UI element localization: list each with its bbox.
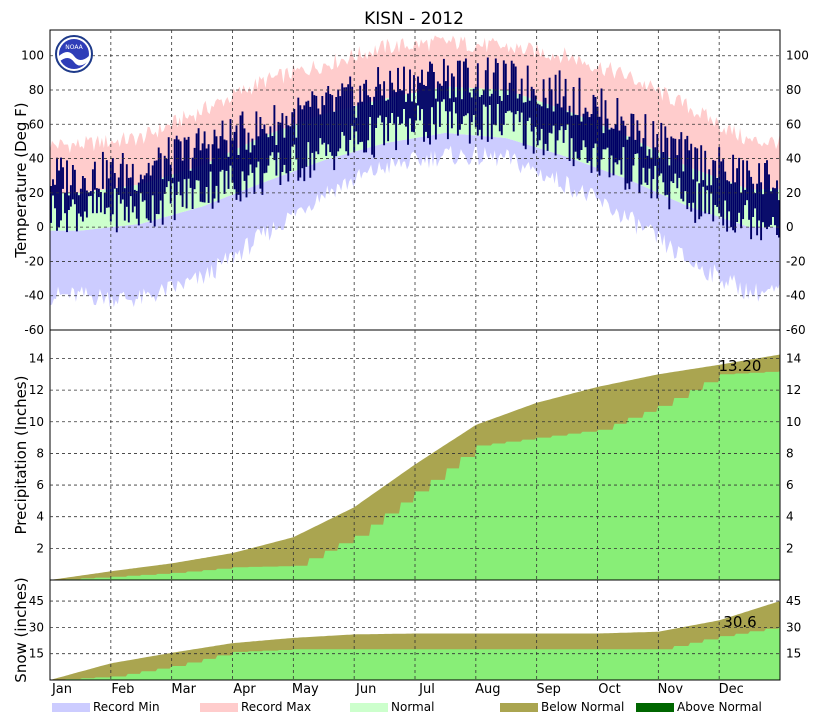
precipitation-tick-label-left: 2 (36, 541, 44, 555)
temperature-tick-label-left: 60 (29, 117, 44, 131)
precipitation-tick-label-left: 14 (29, 351, 44, 365)
temperature-tick-label-right: 80 (786, 83, 801, 97)
month-label: Nov (658, 682, 684, 697)
legend-label: Above Normal (677, 700, 762, 714)
snow-panel: 45 45 30 30 15 15 30.6 (29, 579, 801, 681)
temperature-tick-label-left: 20 (29, 186, 44, 200)
precipitation-ylabel: Precipitation (Inches) (12, 376, 30, 535)
precipitation-tick-label-right: 2 (786, 541, 794, 555)
snow-total-label: 30.6 (723, 613, 756, 631)
temperature-tick-label-left: 80 (29, 83, 44, 97)
precipitation-observed-area (50, 371, 780, 580)
legend-swatch (200, 703, 238, 712)
temperature-tick-label-right: 60 (786, 117, 801, 131)
legend-swatch (52, 703, 90, 712)
month-label: May (292, 682, 319, 697)
temperature-tick-label-right: -60 (786, 323, 806, 337)
temperature-tick-label-left: 40 (29, 152, 44, 166)
temperature-tick-label-right: 40 (786, 152, 801, 166)
month-label: Sep (536, 682, 561, 697)
snow-tick-label-left: 15 (29, 647, 44, 661)
noaa-logo-text: NOAA (65, 44, 83, 51)
month-label: Feb (111, 682, 134, 697)
snow-tick-label-left: 30 (29, 620, 44, 634)
legend-label: Record Max (241, 700, 311, 714)
legend-label: Below Normal (541, 700, 624, 714)
legend-label: Record Min (93, 700, 160, 714)
month-label: Oct (598, 682, 620, 697)
month-label: Dec (719, 682, 744, 697)
temperature-ylabel: Temperature (Deg F) (12, 102, 30, 258)
month-label: Jun (355, 682, 376, 697)
temperature-tick-label-right: 100 (786, 49, 809, 63)
month-axis: Jan Feb Mar Apr May Jun Jul Aug Sep Oct Nov Dec (51, 682, 744, 697)
temperature-panel: 100 100 80 80 60 60 40 40 20 20 0 0 -20 -20 -40 -40 -60 -… (21, 29, 809, 337)
month-label: Jul (418, 682, 435, 697)
precipitation-total-label: 13.20 (719, 357, 762, 375)
precipitation-tick-label-right: 14 (786, 351, 801, 365)
precipitation-tick-label-left: 6 (36, 478, 44, 492)
noaa-logo: NOAA (55, 35, 93, 73)
snow-ylabel: Snow (inches) (12, 577, 30, 682)
temperature-tick-label-left: -60 (24, 323, 44, 337)
month-label: Aug (475, 682, 500, 697)
temperature-tick-label-right: 0 (786, 220, 794, 234)
snow-tick-label-right: 30 (786, 620, 801, 634)
precipitation-tick-label-left: 4 (36, 510, 44, 524)
legend-label: Normal (391, 700, 434, 714)
precipitation-tick-label-right: 10 (786, 415, 801, 429)
temperature-tick-label-left: -40 (24, 289, 44, 303)
precipitation-tick-label-right: 4 (786, 510, 794, 524)
temperature-tick-label-left: 100 (21, 49, 44, 63)
precipitation-panel: 14 14 12 12 10 10 8 8 6 6 4 4 2 2 13.20 (29, 329, 801, 581)
legend-swatch (350, 703, 388, 712)
temperature-tick-label-left: 0 (36, 220, 44, 234)
month-label: Jan (51, 682, 72, 697)
legend-swatch (636, 703, 674, 712)
month-label: Apr (233, 682, 256, 697)
chart-title: KISN - 2012 (364, 9, 464, 29)
snow-tick-label-right: 15 (786, 647, 801, 661)
temperature-tick-label-right: 20 (786, 186, 801, 200)
precipitation-tick-label-left: 10 (29, 415, 44, 429)
month-label: Mar (171, 682, 196, 697)
temperature-tick-label-left: -20 (24, 254, 44, 268)
snow-tick-label-left: 45 (29, 594, 44, 608)
temperature-tick-label-right: -40 (786, 289, 806, 303)
precipitation-tick-label-right: 12 (786, 383, 801, 397)
precipitation-tick-label-right: 6 (786, 478, 794, 492)
legend: Record Min Record Max Normal Below Normal Ab… (52, 700, 762, 714)
snow-tick-label-right: 45 (786, 594, 801, 608)
precipitation-tick-label-right: 8 (786, 446, 794, 460)
temperature-tick-label-right: -20 (786, 254, 806, 268)
legend-swatch (500, 703, 538, 712)
precipitation-tick-label-left: 8 (36, 446, 44, 460)
precipitation-tick-label-left: 12 (29, 383, 44, 397)
observed-temperature-bars (50, 57, 780, 241)
